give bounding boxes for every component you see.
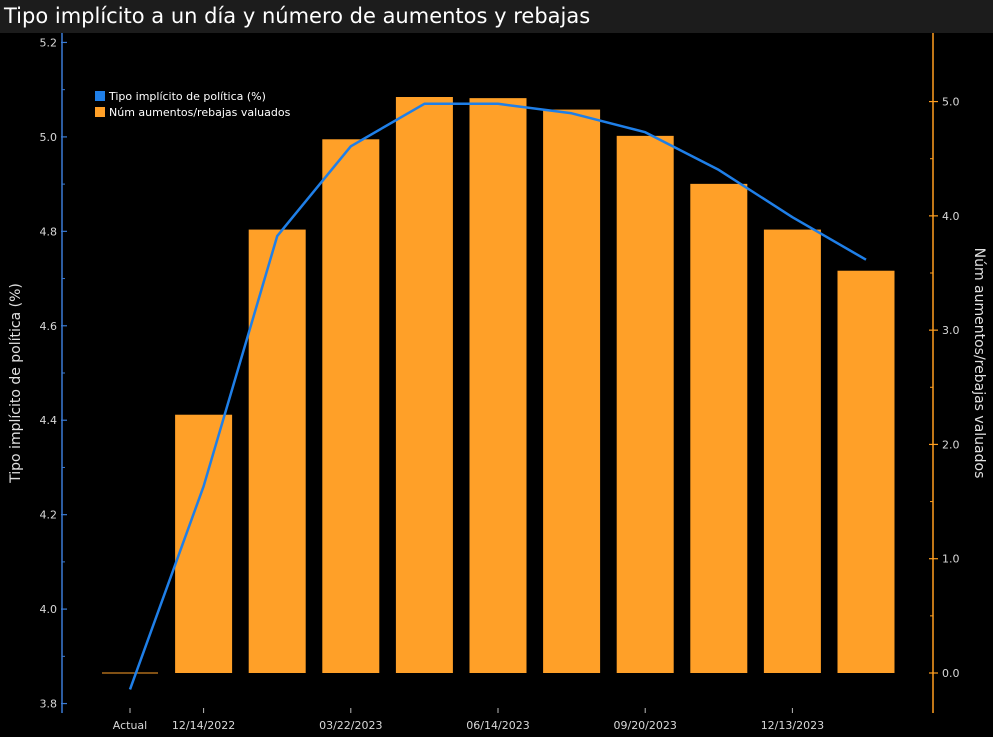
title-bar: Tipo implícito a un día y número de aume…: [0, 0, 993, 33]
bar-mark: [543, 109, 601, 674]
left-tick-label: 4.0: [40, 603, 58, 616]
bar-mark: [469, 98, 527, 673]
legend-label-line: Tipo implícito de política (%): [108, 90, 266, 103]
bar-mark: [175, 414, 233, 673]
bar-mark: [616, 135, 674, 673]
x-tick-label: Actual: [113, 719, 147, 732]
bar-mark: [395, 97, 453, 673]
legend-swatch-line: [95, 91, 105, 101]
right-tick-label: 1.0: [942, 553, 960, 566]
right-tick-label: 4.0: [942, 210, 960, 223]
x-tick-label: 06/14/2023: [466, 719, 529, 732]
legend-swatch-bar: [95, 107, 105, 117]
x-tick-label: 12/13/2023: [761, 719, 824, 732]
y-right-axis-label: Núm aumentos/rebajas valuados: [971, 248, 987, 479]
chart-title: Tipo implícito a un día y número de aume…: [4, 4, 591, 28]
bar-mark: [763, 229, 821, 674]
bar-mark: [837, 270, 895, 673]
right-tick-label: 0.0: [942, 667, 960, 680]
y-left-axis-label: Tipo implícito de política (%): [8, 283, 24, 484]
left-tick-label: 4.6: [40, 320, 58, 333]
bar-mark: [248, 229, 306, 674]
left-tick-label: 5.0: [40, 131, 58, 144]
bar-mark: [690, 183, 748, 673]
left-tick-label: 4.4: [40, 414, 58, 427]
right-tick-label: 3.0: [942, 324, 960, 337]
x-tick-label: 12/14/2022: [172, 719, 235, 732]
right-tick-label: 5.0: [942, 96, 960, 109]
x-tick-label: 09/20/2023: [613, 719, 676, 732]
legend-label-bar: Núm aumentos/rebajas valuados: [109, 106, 291, 119]
left-tick-label: 5.2: [40, 36, 58, 49]
left-tick-label: 3.8: [40, 698, 58, 711]
left-tick-label: 4.8: [40, 225, 58, 238]
bar-mark: [322, 139, 380, 674]
left-tick-label: 4.2: [40, 509, 58, 522]
x-tick-label: 03/22/2023: [319, 719, 382, 732]
right-tick-label: 2.0: [942, 438, 960, 451]
series-line-tipo-implicito: [128, 102, 867, 690]
